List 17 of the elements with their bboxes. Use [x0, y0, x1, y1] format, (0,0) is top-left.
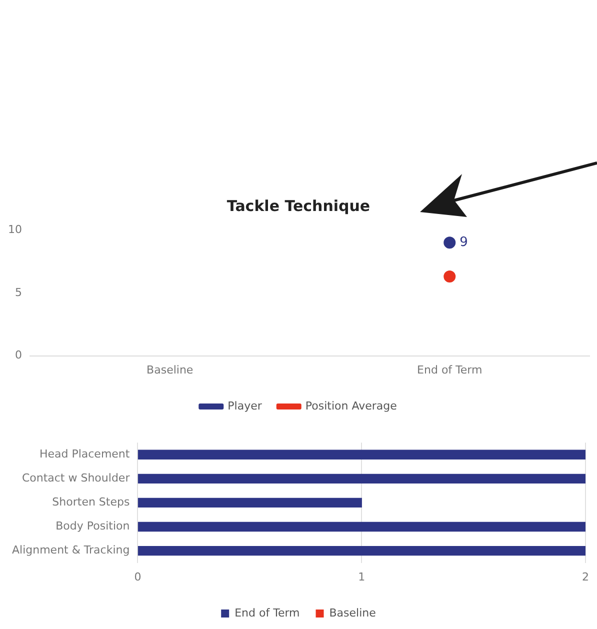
y-tick-label: Shorten Steps [52, 496, 130, 509]
y-tick-label: Alignment & Tracking [12, 544, 130, 557]
legend-label: Player [228, 399, 262, 412]
y-tick-label: 5 [14, 286, 22, 299]
x-tick-label: 0 [134, 570, 142, 584]
legend-label: Position Average [305, 399, 398, 412]
y-tick-label: 0 [14, 348, 22, 362]
chart-title: Tackle Technique [226, 196, 370, 215]
legend-label: End of Term [234, 606, 300, 620]
y-tick-label: Body Position [56, 520, 130, 533]
y-tick-label: Head Placement [39, 447, 130, 460]
y-tick-label: Contact w Shoulder [22, 472, 130, 485]
y-tick-label: 10 [8, 222, 22, 236]
x-tick-label: 1 [358, 570, 366, 584]
x-tick-label: 2 [582, 570, 589, 584]
legend-label: Baseline [329, 606, 376, 620]
data-label: 9 [460, 234, 468, 250]
